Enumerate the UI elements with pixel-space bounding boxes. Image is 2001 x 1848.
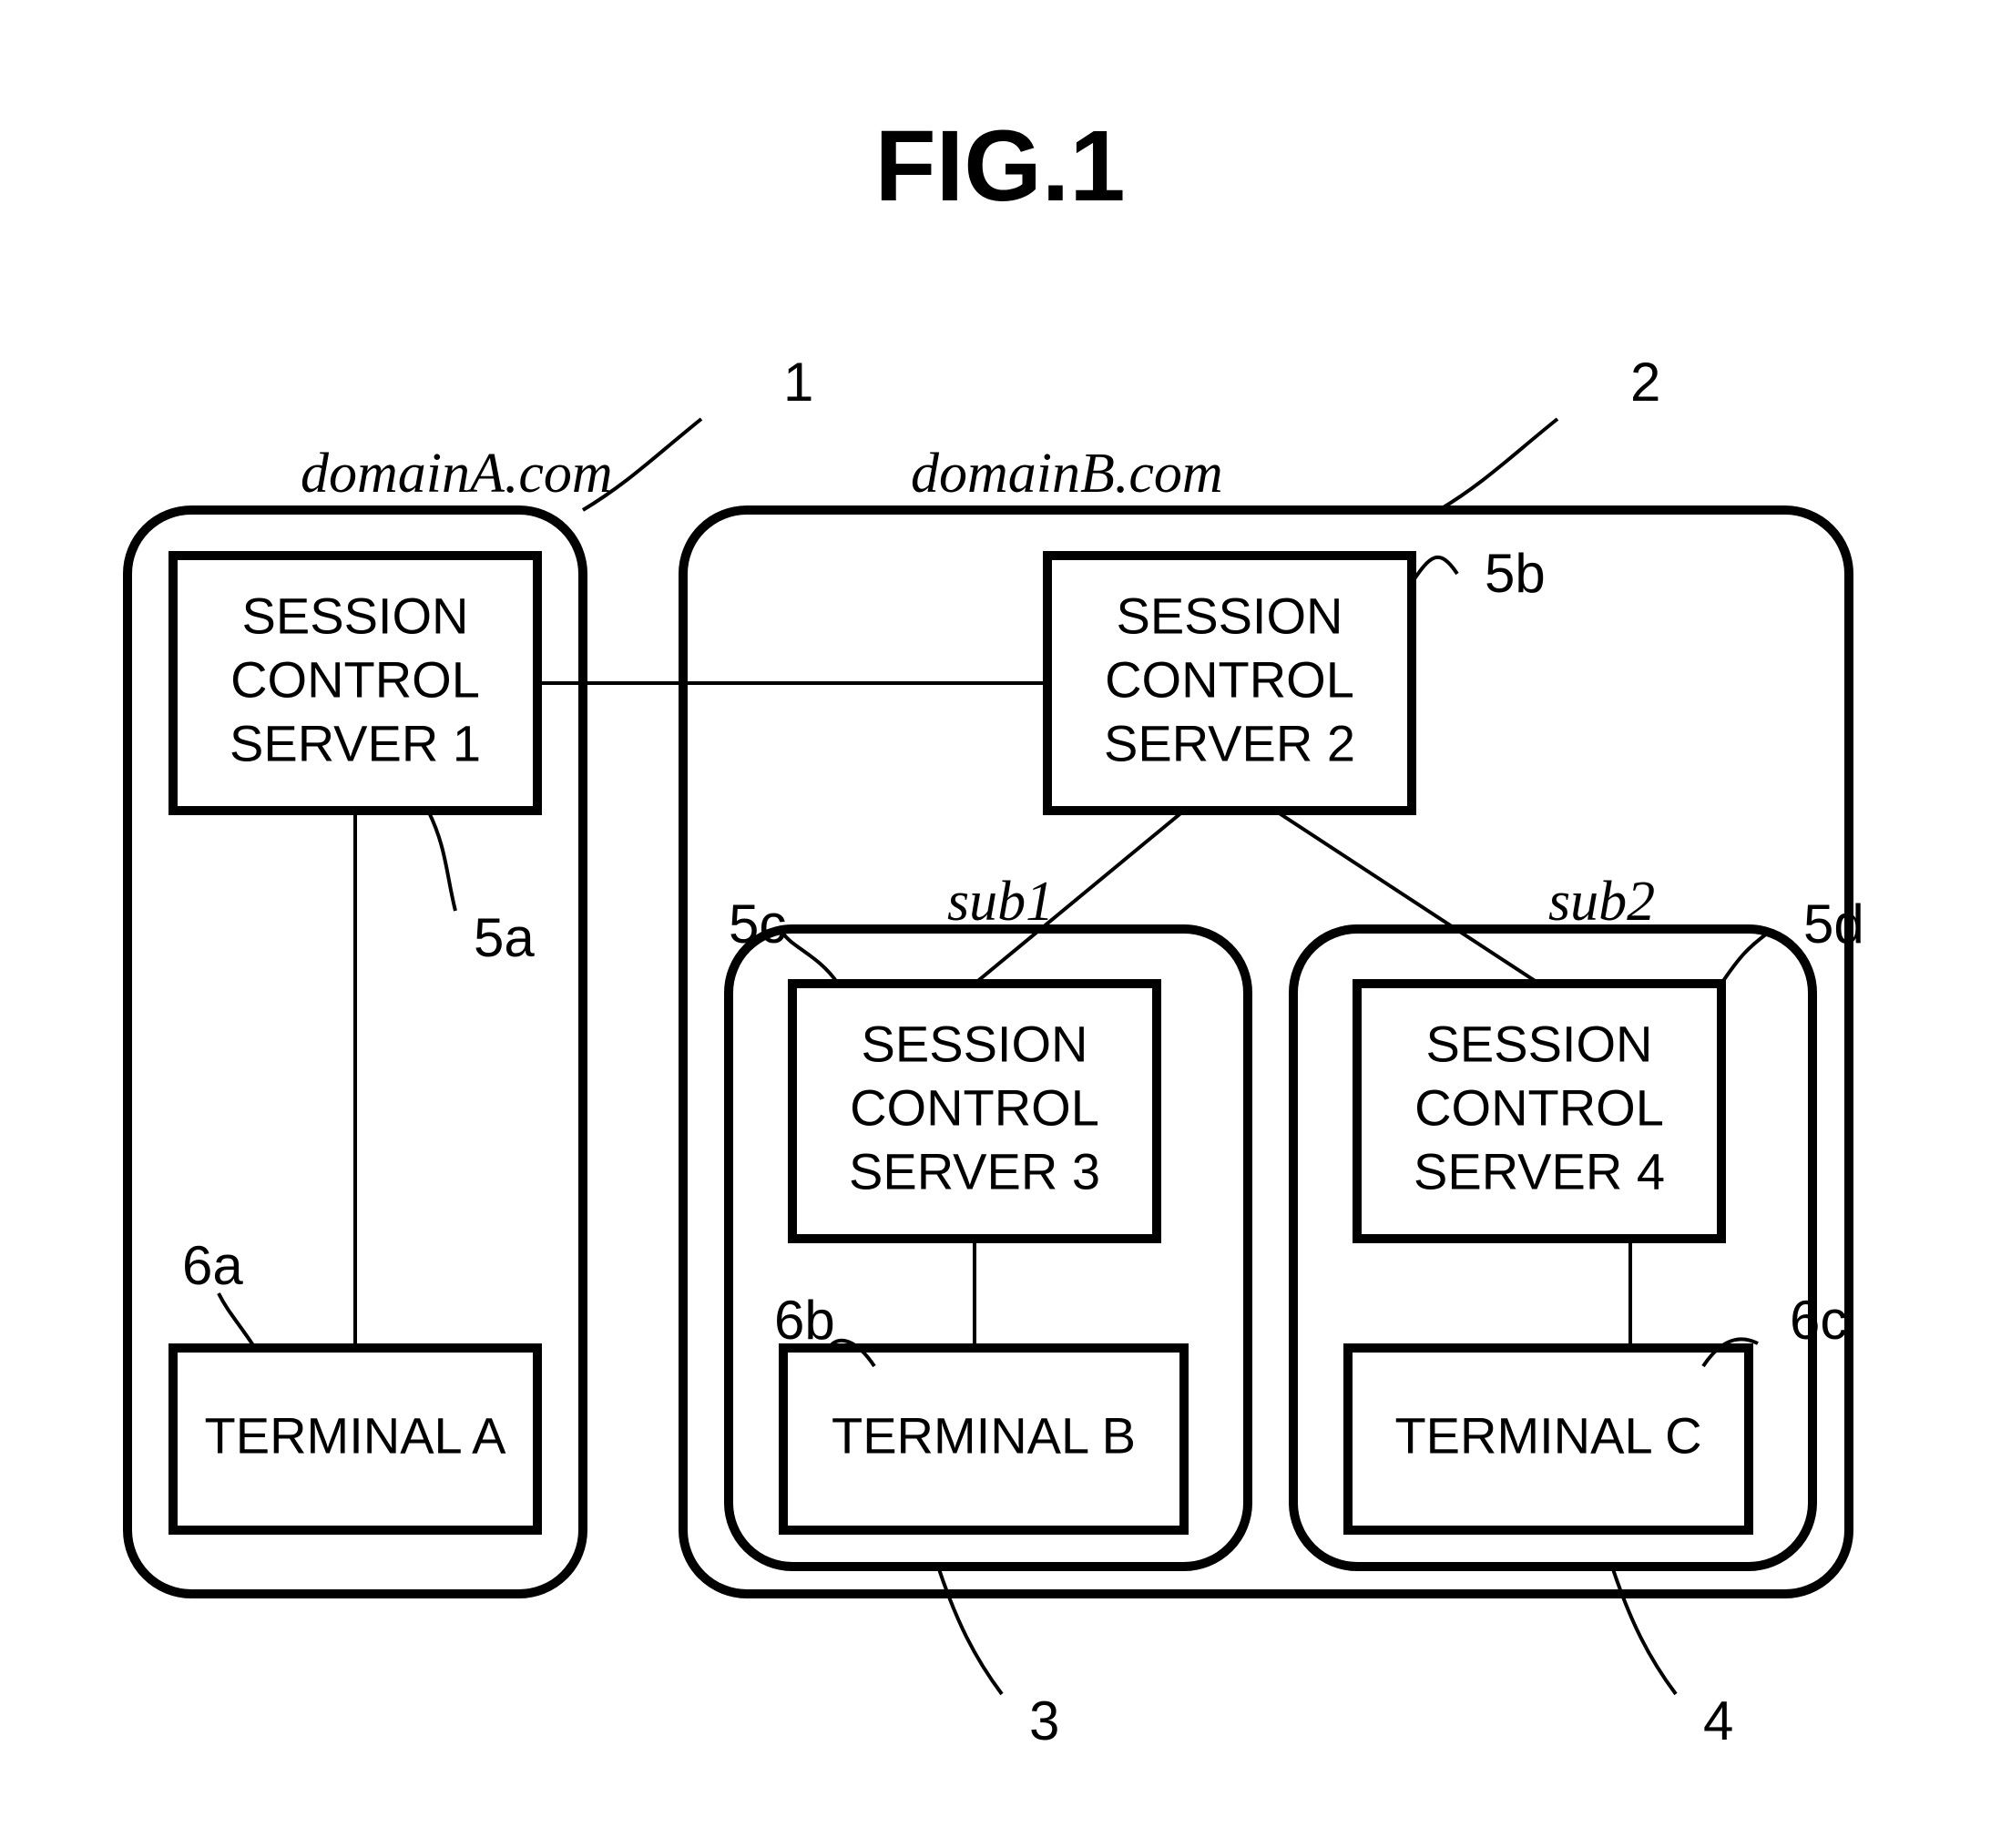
scs4-text-2: SERVER 4: [1414, 1142, 1665, 1200]
ref-label-6a: 6a: [182, 1235, 243, 1296]
scs2-text-1: CONTROL: [1105, 650, 1354, 708]
ref-label-6b: 6b: [774, 1290, 835, 1351]
domainA-label: domainA.com: [301, 443, 613, 505]
scs1-text-2: SERVER 1: [230, 714, 481, 771]
sub2-label: sub2: [1548, 871, 1655, 933]
scs3-text-0: SESSION: [862, 1015, 1088, 1072]
scs2-text-2: SERVER 2: [1104, 714, 1355, 771]
domainB-label: domainB.com: [911, 443, 1223, 505]
ref-label-5a: 5a: [474, 907, 535, 968]
scs3-text-2: SERVER 3: [849, 1142, 1100, 1200]
ref-label-2: 2: [1630, 352, 1660, 413]
scs1-text-0: SESSION: [242, 587, 469, 644]
ref-label-5d: 5d: [1803, 893, 1864, 955]
ref-label-4: 4: [1703, 1690, 1733, 1751]
sub1-label: sub1: [947, 871, 1054, 933]
ref-label-5c: 5c: [729, 893, 786, 955]
scs4-text-1: CONTROL: [1414, 1078, 1664, 1136]
termC-text-0: TERMINAL C: [1394, 1406, 1701, 1464]
scs2-text-0: SESSION: [1117, 587, 1343, 644]
scs1-text-1: CONTROL: [230, 650, 480, 708]
ref-label-1: 1: [783, 352, 813, 413]
scs3-text-1: CONTROL: [850, 1078, 1099, 1136]
figure-title: FIG.1: [874, 110, 1125, 222]
termB-text-0: TERMINAL B: [832, 1406, 1136, 1464]
ref-label-3: 3: [1029, 1690, 1059, 1751]
scs4-text-0: SESSION: [1426, 1015, 1653, 1072]
ref-label-6c: 6c: [1790, 1290, 1847, 1351]
termA-text-0: TERMINAL A: [205, 1406, 507, 1464]
ref-label-5b: 5b: [1485, 543, 1546, 604]
